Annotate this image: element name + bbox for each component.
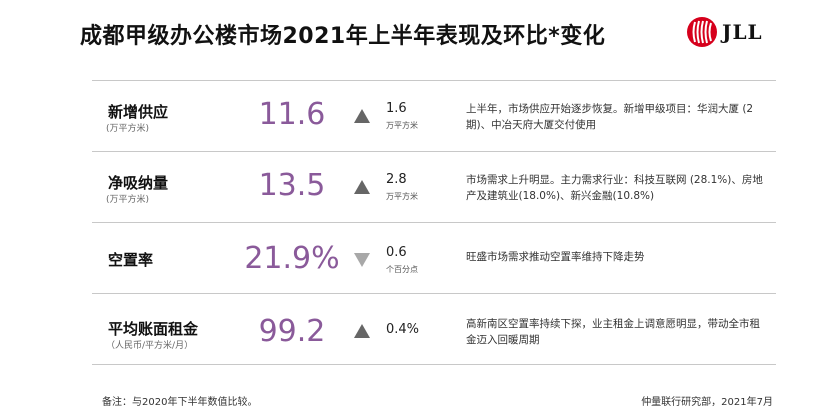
metric-row-average-rent: 平均账面租金 （人民币/平方米/月） 99.2 0.4% 高新南区空置率持续下探… bbox=[92, 294, 776, 365]
metric-label: 净吸纳量 bbox=[108, 174, 169, 192]
metric-description: 市场需求上升明显。主力需求行业：科技互联网 (28.1%)、房地产及建筑业(18… bbox=[466, 174, 763, 202]
metric-unit: (万平方米) bbox=[106, 124, 150, 134]
metric-label: 新增供应 bbox=[108, 103, 169, 121]
metric-value: 11.6 bbox=[258, 97, 326, 132]
footnote: 备注：与2020年下半年数值比较。 bbox=[102, 397, 258, 408]
metrics-table: 新增供应 (万平方米) 11.6 1.6 万平方米 上半年，市场供应开始逐步恢复… bbox=[92, 80, 776, 365]
down-triangle-icon bbox=[354, 253, 370, 267]
metric-change: 1.6 bbox=[386, 101, 407, 116]
source-note: 仲量联行研究部，2021年7月 bbox=[641, 397, 773, 408]
metric-description: 上半年，市场供应开始逐步恢复。新增甲级项目：华润大厦 (2期)、中冶天府大厦交付… bbox=[466, 103, 754, 131]
metric-value: 99.2 bbox=[258, 314, 326, 349]
metric-change: 2.8 bbox=[386, 172, 407, 187]
metric-label: 空置率 bbox=[108, 251, 154, 269]
metric-change: 0.4% bbox=[386, 322, 420, 337]
metric-change: 0.6 bbox=[386, 245, 407, 260]
metric-unit: （人民币/平方米/月） bbox=[106, 341, 194, 351]
up-triangle-icon bbox=[354, 180, 370, 194]
metric-value: 13.5 bbox=[258, 168, 326, 203]
metric-unit: (万平方米) bbox=[106, 195, 150, 205]
metric-description: 高新南区空置率持续下探，业主租金上调意愿明显，带动全市租金迈入回暖周期 bbox=[466, 318, 760, 346]
metric-value: 21.9% bbox=[244, 241, 340, 276]
metric-label: 平均账面租金 bbox=[108, 320, 199, 338]
up-triangle-icon bbox=[354, 109, 370, 123]
metric-row-new-supply: 新增供应 (万平方米) 11.6 1.6 万平方米 上半年，市场供应开始逐步恢复… bbox=[92, 80, 776, 152]
metric-row-net-absorption: 净吸纳量 (万平方米) 13.5 2.8 万平方米 市场需求上升明显。主力需求行… bbox=[92, 152, 776, 223]
page-title: 成都甲级办公楼市场2021年上半年表现及环比*变化 bbox=[80, 24, 606, 49]
jll-logo-text: JLL bbox=[722, 20, 763, 44]
metric-change-unit: 个百分点 bbox=[386, 265, 418, 274]
jll-logo-icon bbox=[687, 17, 717, 47]
metric-description: 旺盛市场需求推动空置率维持下降走势 bbox=[466, 251, 645, 263]
metric-change-unit: 万平方米 bbox=[386, 121, 418, 130]
metric-change-unit: 万平方米 bbox=[386, 192, 418, 201]
metric-row-vacancy-rate: 空置率 21.9% 0.6 个百分点 旺盛市场需求推动空置率维持下降走势 bbox=[92, 223, 776, 294]
up-triangle-icon bbox=[354, 324, 370, 338]
jll-logo: JLL bbox=[686, 14, 763, 50]
